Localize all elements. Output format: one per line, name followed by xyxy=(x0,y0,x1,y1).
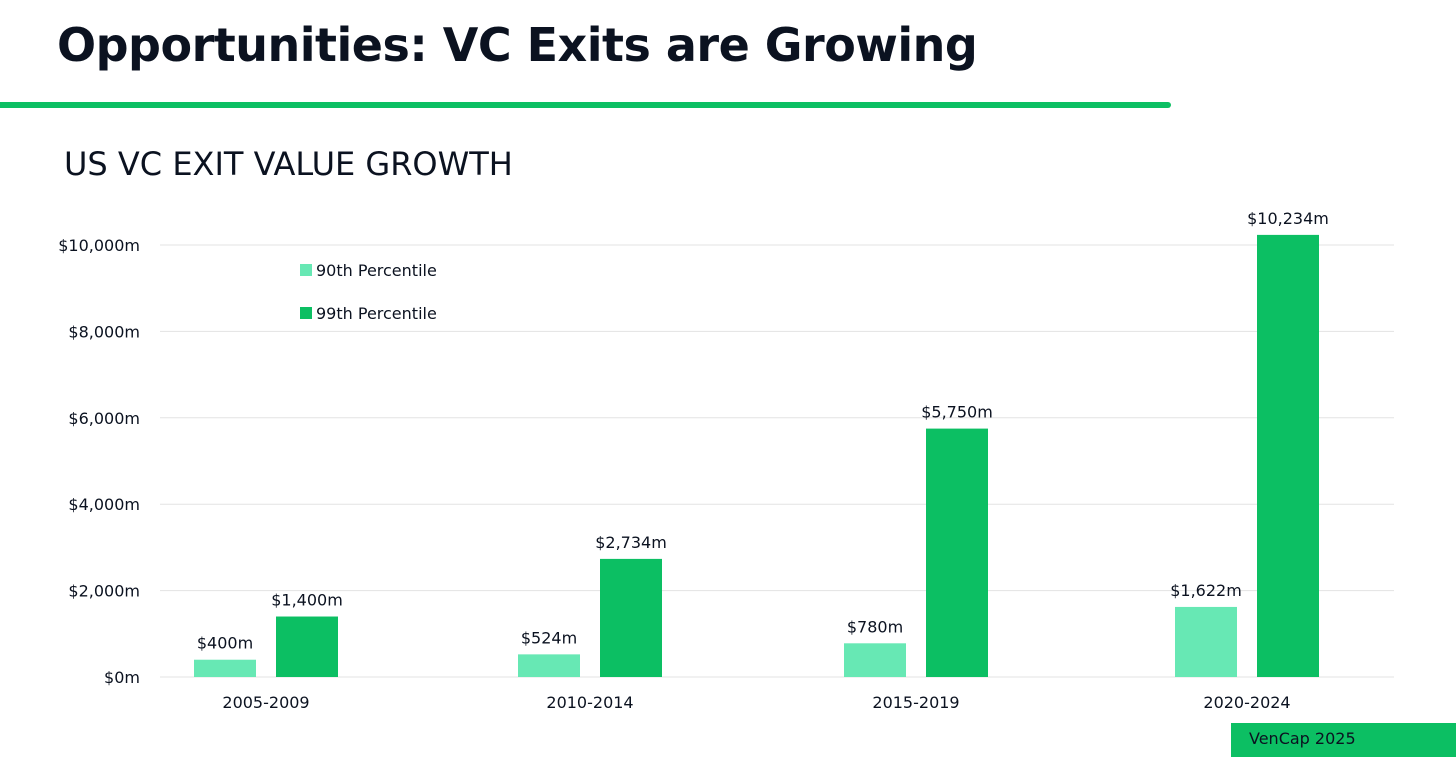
data-label: $400m xyxy=(197,634,253,653)
data-label: $1,400m xyxy=(271,591,343,610)
legend-label: 90th Percentile xyxy=(316,261,437,280)
bar xyxy=(1175,606,1237,677)
bar xyxy=(844,643,906,677)
y-tick-label: $2,000m xyxy=(68,582,140,601)
bar xyxy=(194,659,256,677)
data-label: $2,734m xyxy=(595,533,667,552)
data-label: $1,622m xyxy=(1170,581,1242,600)
y-tick-label: $8,000m xyxy=(68,322,140,341)
slide-title: Opportunities: VC Exits are Growing xyxy=(57,18,978,72)
legend-label: 99th Percentile xyxy=(316,304,437,323)
data-label: $10,234m xyxy=(1247,209,1329,228)
source-label: VenCap 2025 xyxy=(1249,729,1356,748)
bar xyxy=(518,654,580,677)
x-tick-label: 2015-2019 xyxy=(872,693,959,712)
bar xyxy=(276,616,338,677)
legend-swatch xyxy=(300,307,312,319)
source-badge: VenCap 2025 xyxy=(1231,723,1456,757)
data-label: $780m xyxy=(847,617,903,636)
y-tick-label: $4,000m xyxy=(68,495,140,514)
data-label: $524m xyxy=(521,628,577,647)
title-underline xyxy=(0,102,1171,108)
data-label: $5,750m xyxy=(921,403,993,422)
y-tick-label: $0m xyxy=(104,668,140,687)
bar xyxy=(600,558,662,677)
x-tick-label: 2020-2024 xyxy=(1203,693,1290,712)
bar xyxy=(926,428,988,677)
x-tick-label: 2005-2009 xyxy=(222,693,309,712)
x-tick-label: 2010-2014 xyxy=(546,693,633,712)
y-tick-label: $6,000m xyxy=(68,409,140,428)
chart-title: US VC EXIT VALUE GROWTH xyxy=(64,145,513,183)
bar xyxy=(1257,234,1319,677)
y-tick-label: $10,000m xyxy=(58,236,140,255)
legend-swatch xyxy=(300,264,312,276)
